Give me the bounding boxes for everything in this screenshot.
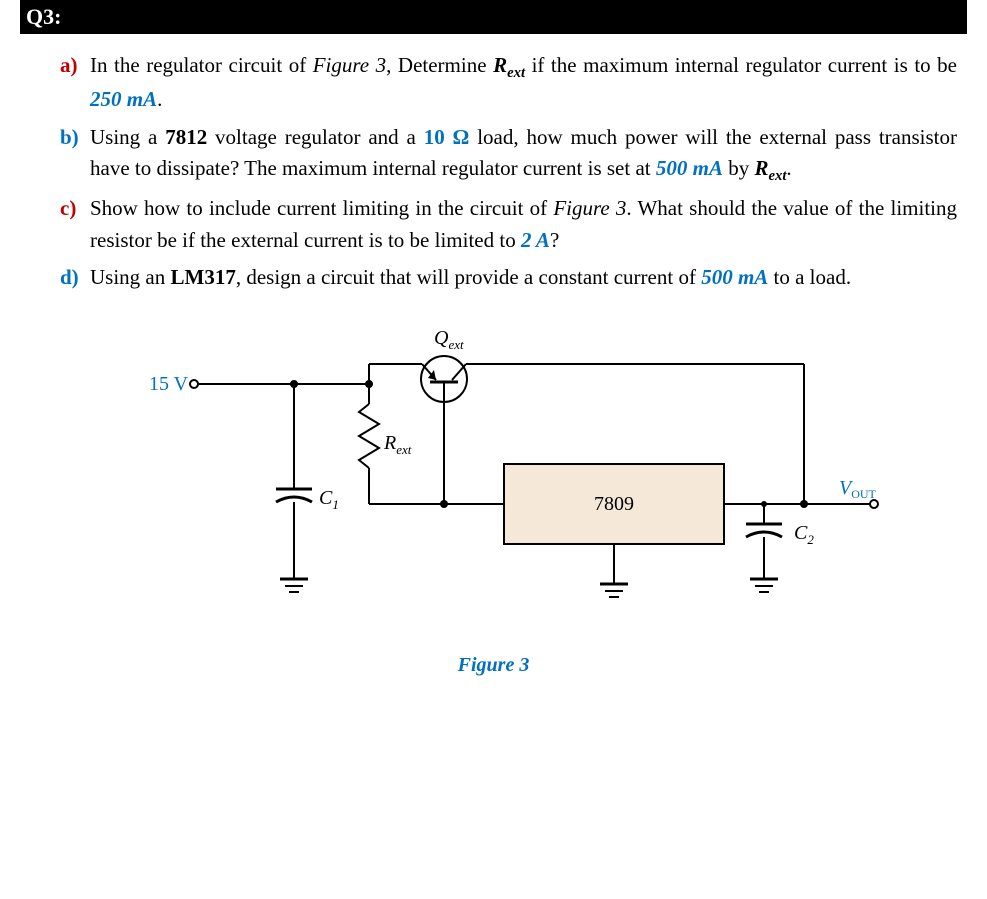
- c1-label: C1: [319, 487, 339, 512]
- item-c-letter: c): [60, 193, 90, 256]
- figure-ref: Figure 3: [313, 53, 386, 77]
- text-span: if the maximum internal regulator curren…: [525, 53, 957, 77]
- item-d-text: Using an LM317, design a circuit that wi…: [90, 262, 957, 294]
- text-span: .: [157, 87, 162, 111]
- text-span: R: [754, 156, 768, 180]
- text-span: , design a circuit that will provide a c…: [236, 265, 701, 289]
- figure-caption: Figure 3: [458, 654, 530, 677]
- text-span: R: [493, 53, 507, 77]
- item-a-letter: a): [60, 50, 90, 116]
- item-a-text: In the regulator circuit of Figure 3, De…: [90, 50, 957, 116]
- chip-label: 7809: [594, 493, 634, 515]
- item-a: a) In the regulator circuit of Figure 3,…: [60, 50, 957, 116]
- rext-label: Rext: [383, 432, 412, 457]
- circuit-diagram: 15 V Qext Rext C1 C2 7809 VOUT: [104, 324, 884, 644]
- rext-symbol: Rext: [493, 53, 525, 77]
- text-span: Using a: [90, 125, 165, 149]
- question-list: a) In the regulator circuit of Figure 3,…: [20, 50, 967, 294]
- text-span: , Determine: [386, 53, 493, 77]
- item-b: b) Using a 7812 voltage regulator and a …: [60, 122, 957, 188]
- c2-label: C2: [794, 522, 814, 547]
- text-span: voltage regulator and a: [207, 125, 424, 149]
- qext-label: Qext: [434, 327, 464, 352]
- text-span: In the regulator circuit of: [90, 53, 313, 77]
- device-name: LM317: [171, 265, 236, 289]
- text-span: ?: [550, 228, 559, 252]
- value: 500 mA: [701, 265, 768, 289]
- load-value: 10 Ω: [424, 125, 470, 149]
- text-span: by: [723, 156, 755, 180]
- item-b-letter: b): [60, 122, 90, 188]
- item-c: c) Show how to include current limiting …: [60, 193, 957, 256]
- figure-3: 15 V Qext Rext C1 C2 7809 VOUT Figure 3: [20, 324, 967, 677]
- item-d-letter: d): [60, 262, 90, 294]
- rext-symbol: Rext: [754, 156, 786, 180]
- text-span: ext: [507, 65, 525, 81]
- value: 2 A: [521, 228, 550, 252]
- value: 250 mA: [90, 87, 157, 111]
- value: 500 mA: [656, 156, 723, 180]
- text-span: .: [786, 156, 791, 180]
- text-span: Show how to include current limiting in …: [90, 196, 553, 220]
- figure-ref: Figure 3: [553, 196, 626, 220]
- text-span: Using an: [90, 265, 171, 289]
- item-d: d) Using an LM317, design a circuit that…: [60, 262, 957, 294]
- item-b-text: Using a 7812 voltage regulator and a 10 …: [90, 122, 957, 188]
- regulator-name: 7812: [165, 125, 207, 149]
- text-span: to a load.: [768, 265, 851, 289]
- item-c-text: Show how to include current limiting in …: [90, 193, 957, 256]
- text-span: ext: [768, 168, 786, 184]
- question-header: Q3:: [20, 0, 967, 34]
- vout-label: VOUT: [839, 477, 877, 501]
- vin-label: 15 V: [149, 373, 189, 395]
